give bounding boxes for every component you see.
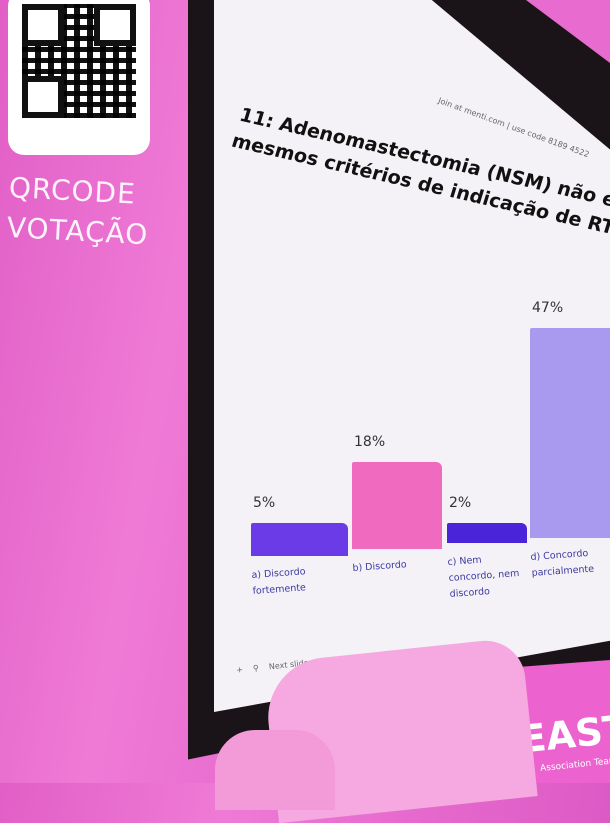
category-label: a) Discordo fortemente — [251, 566, 307, 597]
pin-icon[interactable]: ⚲ — [252, 663, 260, 674]
category-label: d) Concordo parcialmente — [530, 547, 595, 579]
photo-scene: QRCODE VOTAÇÃO Join at menti.com | use c… — [6, 0, 610, 823]
bar-1 — [352, 461, 442, 550]
value-label: 5% — [253, 495, 276, 511]
qr-finder — [22, 76, 64, 118]
value-label: 2% — [449, 494, 472, 511]
bar-3 — [530, 328, 610, 538]
qr-label: QRCODE VOTAÇÃO — [6, 168, 152, 255]
value-label: 18% — [354, 433, 386, 450]
qr-finder — [22, 4, 64, 46]
qr-code — [8, 0, 150, 155]
qr-finder — [94, 4, 136, 46]
add-icon[interactable]: + — [235, 665, 244, 675]
bar-2 — [447, 522, 527, 544]
qr-label-line2: VOTAÇÃO — [6, 210, 150, 252]
value-label: 47% — [532, 300, 564, 317]
pink-chair-arm — [215, 730, 335, 810]
bar-0 — [251, 523, 348, 556]
category-label: c) Nem concordo, nem discordo — [447, 554, 520, 601]
